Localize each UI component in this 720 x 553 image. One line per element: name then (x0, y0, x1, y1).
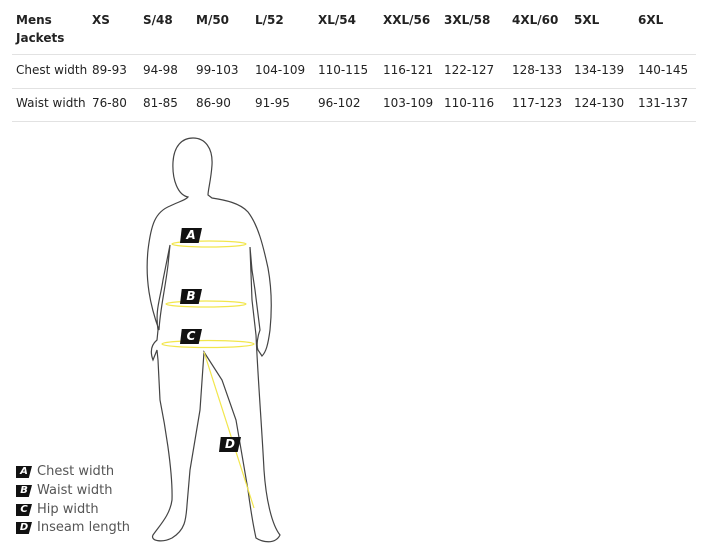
legend-item: A Chest width (16, 463, 114, 481)
table-cell: 96-102 (318, 96, 361, 110)
table-cell: 140-145 (638, 63, 689, 77)
table-cell: 99-103 (196, 63, 239, 77)
column-header: S/48 (143, 13, 173, 27)
divider (12, 54, 696, 55)
table-cell: 94-98 (143, 63, 178, 77)
column-header: M/50 (196, 13, 230, 27)
legend-item: D Inseam length (16, 519, 130, 537)
column-header: XL/54 (318, 13, 356, 27)
column-header: 6XL (638, 13, 664, 27)
divider (12, 121, 696, 122)
table-cell: 124-130 (574, 96, 625, 110)
marker-a: A (180, 228, 202, 243)
column-header: 3XL/58 (444, 13, 491, 27)
table-cell: 116-121 (383, 63, 434, 77)
measure-lines (161, 240, 255, 509)
marker-c: C (180, 329, 202, 344)
legend-label: Waist width (37, 483, 113, 498)
table-cell: 103-109 (383, 96, 434, 110)
column-header: L/52 (255, 13, 284, 27)
column-header: 5XL (574, 13, 600, 27)
table-cell: 76-80 (92, 96, 127, 110)
table-cell: 122-127 (444, 63, 495, 77)
table-cell: 86-90 (196, 96, 231, 110)
row-label: Chest width (16, 63, 88, 77)
column-header: XXL/56 (383, 13, 431, 27)
row-label: Waist width (16, 96, 86, 110)
legend-key: D (16, 522, 32, 534)
table-cell: 81-85 (143, 96, 178, 110)
legend-label: Chest width (37, 464, 115, 479)
body-outline (146, 137, 281, 543)
marker-d: D (219, 437, 241, 452)
table-cell: 91-95 (255, 96, 290, 110)
table-cell: 110-116 (444, 96, 495, 110)
table-cell: 134-139 (574, 63, 625, 77)
table-cell: 89-93 (92, 63, 127, 77)
legend-label: Inseam length (37, 520, 131, 535)
column-header: 4XL/60 (512, 13, 559, 27)
table-cell: 128-133 (512, 63, 563, 77)
column-header: XS (92, 13, 110, 27)
header-title: Mens Jackets (16, 13, 65, 45)
table-cell: 131-137 (638, 96, 689, 110)
legend-key: C (16, 504, 32, 516)
divider (12, 88, 696, 89)
legend-key: B (16, 485, 32, 497)
legend-label: Hip width (37, 502, 99, 517)
marker-b: B (180, 289, 202, 304)
legend-item: B Waist width (16, 482, 112, 500)
table-cell: 104-109 (255, 63, 306, 77)
legend-key: A (16, 466, 32, 478)
table-cell: 110-115 (318, 63, 369, 77)
legend-item: C Hip width (16, 501, 99, 519)
table-cell: 117-123 (512, 96, 563, 110)
